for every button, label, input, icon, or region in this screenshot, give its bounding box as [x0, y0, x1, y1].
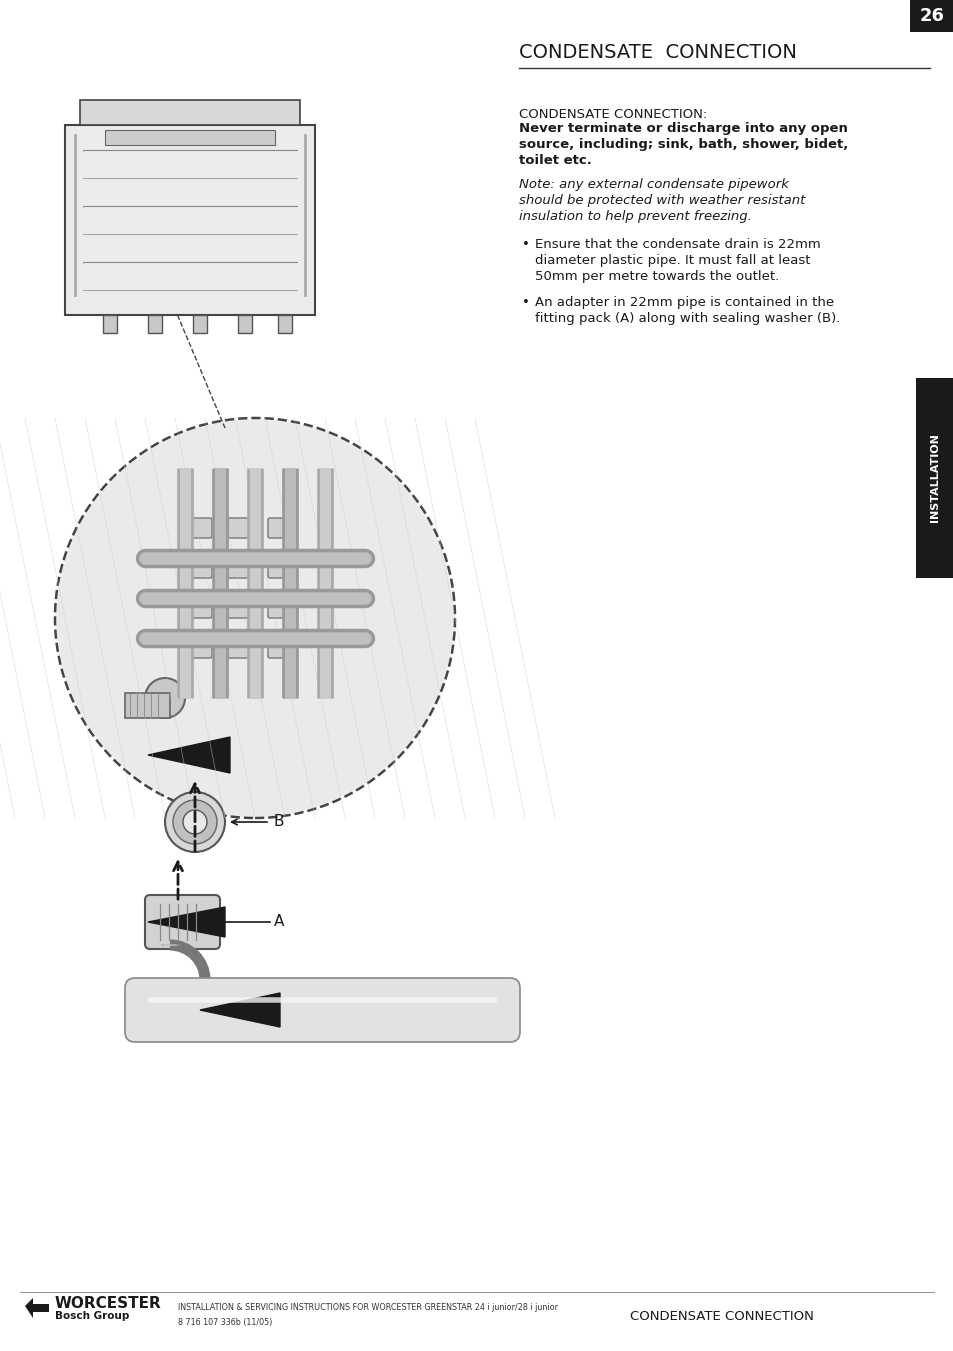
FancyBboxPatch shape — [188, 517, 212, 538]
Text: •: • — [521, 296, 529, 309]
Polygon shape — [148, 738, 230, 773]
FancyBboxPatch shape — [228, 598, 252, 617]
Polygon shape — [25, 1298, 49, 1319]
FancyBboxPatch shape — [228, 517, 252, 538]
Bar — [148, 315, 162, 332]
FancyBboxPatch shape — [268, 598, 292, 617]
Text: CONDENSATE CONNECTION: CONDENSATE CONNECTION — [629, 1309, 813, 1323]
FancyBboxPatch shape — [145, 894, 220, 948]
Bar — [105, 130, 274, 145]
FancyBboxPatch shape — [125, 978, 519, 1042]
Bar — [237, 315, 252, 332]
FancyBboxPatch shape — [268, 638, 292, 658]
FancyBboxPatch shape — [188, 598, 212, 617]
FancyBboxPatch shape — [268, 517, 292, 538]
Text: Note: any external condensate pipework: Note: any external condensate pipework — [518, 178, 788, 190]
Text: Never terminate or discharge into any open: Never terminate or discharge into any op… — [518, 122, 847, 135]
Text: B: B — [274, 813, 284, 828]
FancyBboxPatch shape — [228, 638, 252, 658]
Bar — [103, 315, 117, 332]
Circle shape — [172, 800, 216, 844]
Circle shape — [145, 678, 185, 717]
Text: INSTALLATION & SERVICING INSTRUCTIONS FOR WORCESTER GREENSTAR 24 i junior/28 i j: INSTALLATION & SERVICING INSTRUCTIONS FO… — [178, 1304, 558, 1313]
Circle shape — [165, 792, 225, 852]
Text: CONDENSATE  CONNECTION: CONDENSATE CONNECTION — [518, 42, 796, 62]
Text: 8 716 107 336b (11/05): 8 716 107 336b (11/05) — [178, 1317, 273, 1327]
Text: INSTALLATION: INSTALLATION — [929, 434, 939, 523]
FancyBboxPatch shape — [228, 558, 252, 578]
Text: Bosch Group: Bosch Group — [55, 1310, 130, 1321]
Bar — [909, 0, 953, 32]
Text: 50mm per metre towards the outlet.: 50mm per metre towards the outlet. — [535, 270, 779, 282]
Bar — [277, 315, 292, 332]
Bar — [65, 126, 314, 315]
FancyBboxPatch shape — [268, 558, 292, 578]
Text: diameter plastic pipe. It must fall at least: diameter plastic pipe. It must fall at l… — [535, 254, 810, 267]
Text: CONDENSATE CONNECTION:: CONDENSATE CONNECTION: — [518, 108, 706, 122]
Circle shape — [183, 811, 207, 834]
Circle shape — [55, 417, 455, 817]
Text: should be protected with weather resistant: should be protected with weather resista… — [518, 195, 804, 207]
Polygon shape — [148, 907, 225, 938]
Text: 26: 26 — [919, 7, 943, 26]
Text: source, including; sink, bath, shower, bidet,: source, including; sink, bath, shower, b… — [518, 138, 847, 151]
FancyBboxPatch shape — [188, 558, 212, 578]
Circle shape — [57, 420, 453, 816]
Text: insulation to help prevent freezing.: insulation to help prevent freezing. — [518, 209, 751, 223]
Text: Ensure that the condensate drain is 22mm: Ensure that the condensate drain is 22mm — [535, 238, 820, 251]
Text: An adapter in 22mm pipe is contained in the: An adapter in 22mm pipe is contained in … — [535, 296, 833, 309]
Bar — [125, 693, 170, 717]
Text: •: • — [521, 238, 529, 251]
Text: toilet etc.: toilet etc. — [518, 154, 591, 168]
Text: fitting pack (A) along with sealing washer (B).: fitting pack (A) along with sealing wash… — [535, 312, 840, 326]
Bar — [193, 315, 207, 332]
FancyBboxPatch shape — [188, 638, 212, 658]
Polygon shape — [200, 993, 280, 1027]
Bar — [80, 100, 299, 126]
Text: WORCESTER: WORCESTER — [55, 1297, 162, 1312]
Bar — [915, 378, 953, 578]
Text: A: A — [274, 913, 284, 928]
